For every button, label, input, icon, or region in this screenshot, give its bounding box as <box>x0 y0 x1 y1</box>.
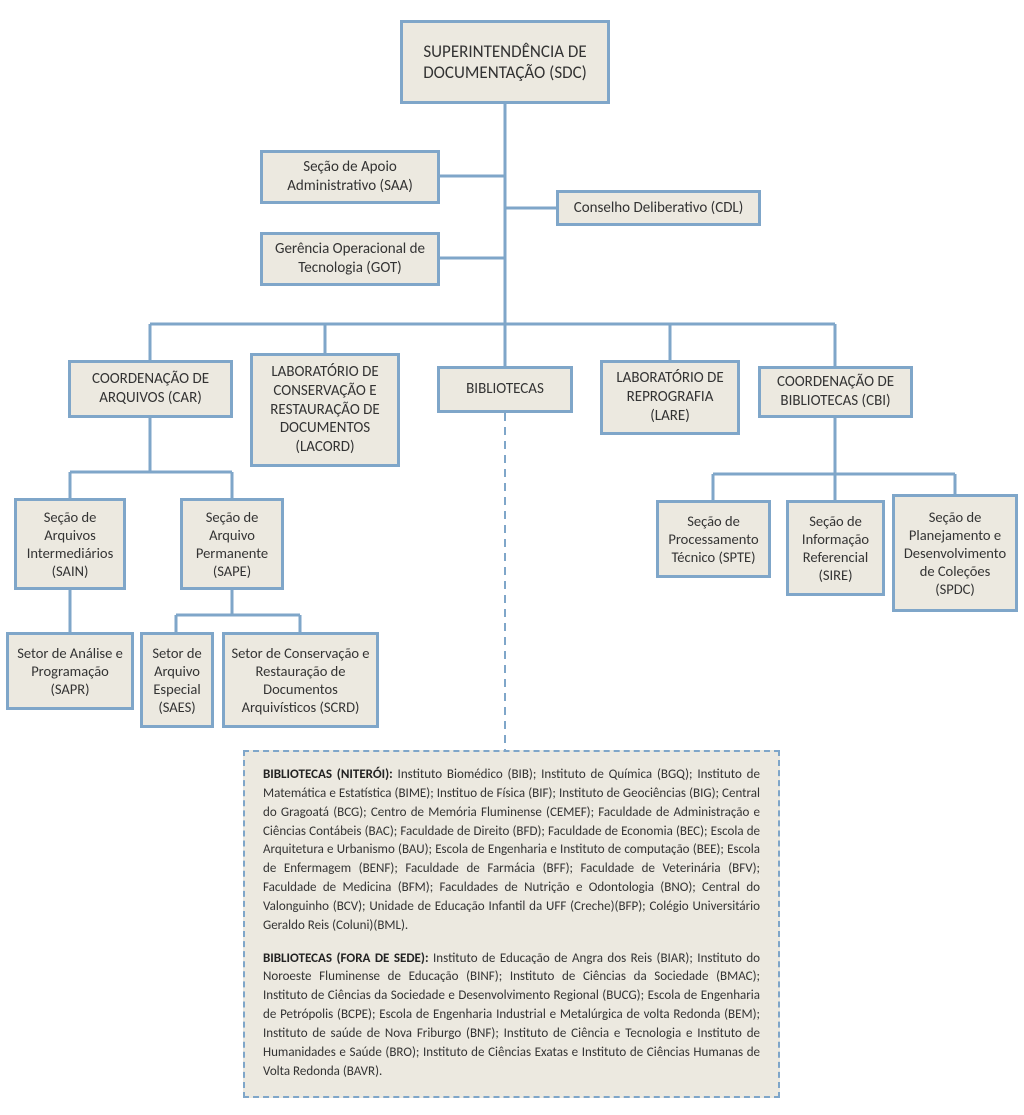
node-label: Conselho Deliberativo (CDL) <box>574 199 744 218</box>
node-got: Gerência Operacional de Tecnologia (GOT) <box>260 232 440 286</box>
info-niteroi-text: Instituto Biomédico (BIB); Instituto de … <box>263 767 760 933</box>
node-label: LABORATÓRIO DE REPROGRAFIA (LARE) <box>609 369 731 425</box>
node-saa: Seção de Apoio Administrativo (SAA) <box>260 150 440 204</box>
node-label: Setor de Análise e Programação (SAPR) <box>15 644 125 698</box>
info-fora-text: Instituto de Educação de Angra dos Reis … <box>263 951 760 1079</box>
node-sape: Seção de Arquivo Permanente (SAPE) <box>180 498 284 590</box>
node-cbi: COORDENAÇÃO DE BIBLIOTECAS (CBI) <box>758 366 913 418</box>
node-spte: Seção de Processamento Técnico (SPTE) <box>656 500 771 578</box>
node-label: Setor de Conservação e Restauração de Do… <box>231 644 370 717</box>
node-sire: Seção de Informação Referencial (SIRE) <box>786 500 885 596</box>
node-label: SUPERINTENDÊNCIA DE DOCUMENTAÇÃO (SDC) <box>409 41 601 84</box>
node-label: COORDENAÇÃO DE BIBLIOTECAS (CBI) <box>767 373 904 411</box>
node-cdl: Conselho Deliberativo (CDL) <box>556 190 761 226</box>
node-label: BIBLIOTECAS <box>466 380 544 399</box>
node-sain: Seção de Arquivos Intermediários (SAIN) <box>14 498 126 590</box>
node-label: Setor de Arquivo Especial (SAES) <box>149 644 205 717</box>
node-label: Seção de Arquivos Intermediários (SAIN) <box>23 508 117 581</box>
node-label: Gerência Operacional de Tecnologia (GOT) <box>269 240 431 278</box>
node-label: Seção de Apoio Administrativo (SAA) <box>269 158 431 196</box>
node-label: Seção de Planejamento e Desenvolvimento … <box>901 508 1009 599</box>
node-label: Seção de Processamento Técnico (SPTE) <box>665 512 762 566</box>
info-niteroi-label: BIBLIOTECAS (NITERÓI): <box>263 767 393 782</box>
node-spdc: Seção de Planejamento e Desenvolvimento … <box>892 494 1018 612</box>
node-sdc: SUPERINTENDÊNCIA DE DOCUMENTAÇÃO (SDC) <box>400 20 610 104</box>
info-fora-label: BIBLIOTECAS (FORA DE SEDE): <box>263 951 429 966</box>
node-sapr: Setor de Análise e Programação (SAPR) <box>6 632 134 710</box>
node-label: Seção de Arquivo Permanente (SAPE) <box>189 508 275 581</box>
bibliotecas-info: BIBLIOTECAS (NITERÓI): Instituto Biomédi… <box>243 750 780 1098</box>
node-label: COORDENAÇÃO DE ARQUIVOS (CAR) <box>77 370 224 408</box>
node-scrd: Setor de Conservação e Restauração de Do… <box>222 632 379 728</box>
node-lacord: LABORATÓRIO DE CONSERVAÇÃO E RESTAURAÇÃO… <box>250 353 400 467</box>
node-lare: LABORATÓRIO DE REPROGRAFIA (LARE) <box>600 360 740 435</box>
node-label: LABORATÓRIO DE CONSERVAÇÃO E RESTAURAÇÃO… <box>259 363 391 457</box>
node-saes: Setor de Arquivo Especial (SAES) <box>140 632 214 728</box>
node-car: COORDENAÇÃO DE ARQUIVOS (CAR) <box>68 360 233 418</box>
node-bibliotecas: BIBLIOTECAS <box>437 366 573 413</box>
org-chart: SUPERINTENDÊNCIA DE DOCUMENTAÇÃO (SDC) S… <box>0 0 1024 1115</box>
node-label: Seção de Informação Referencial (SIRE) <box>795 512 876 585</box>
